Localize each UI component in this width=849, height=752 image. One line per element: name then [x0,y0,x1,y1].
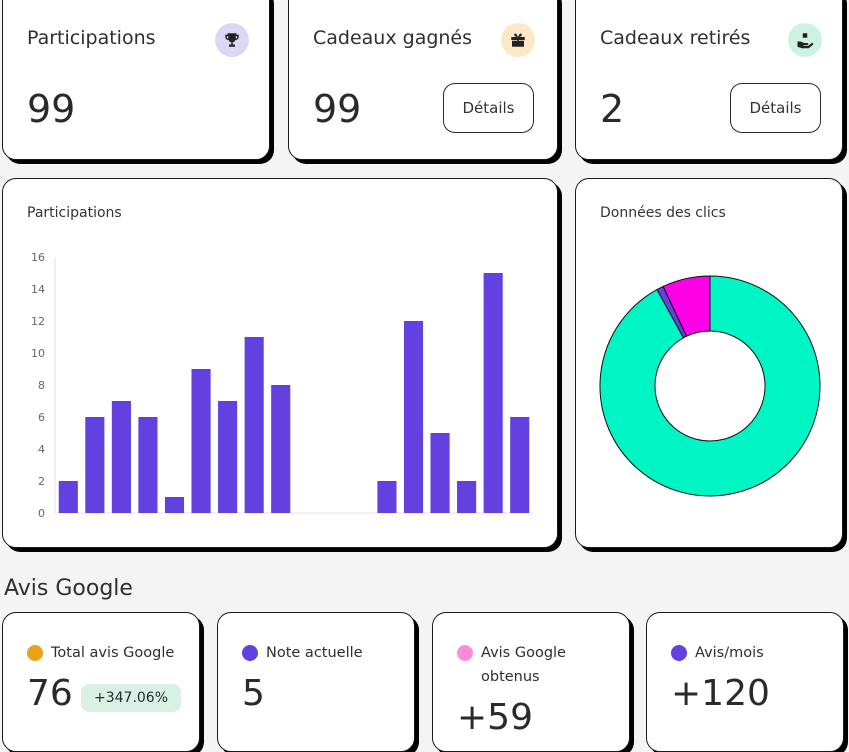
stat-value: 99 [313,87,362,131]
bar[interactable] [457,481,477,513]
y-tick-label: 6 [38,411,45,424]
bar[interactable] [191,369,211,513]
bar[interactable] [483,273,503,513]
card-header: Note actuelle [242,641,412,665]
bar[interactable] [218,401,238,513]
trophy-icon [215,23,249,57]
chart-title: Participations [27,205,122,221]
google-card-rating: Note actuelle 5 [217,612,415,752]
participations-chart-card: Participations 0 2 4 6 8 10 12 14 16 [2,178,558,548]
bar[interactable] [271,385,291,513]
stat-value: 2 [600,87,625,131]
google-card-total: Total avis Google 76 +347.06% [2,612,200,752]
card-label: Note actuelle [266,645,363,661]
y-tick-label: 8 [38,379,45,392]
google-card-obtained: Avis Google obtenus +59 [432,612,630,752]
bar[interactable] [377,481,397,513]
card-value: +120 [671,673,770,714]
card-header: Total avis Google [27,641,197,665]
y-tick-label: 10 [31,347,45,360]
growth-badge: +347.06% [81,684,182,712]
bar[interactable] [510,417,530,513]
stat-title: Cadeaux retirés [600,27,751,49]
card-header: Avis/mois [671,641,841,665]
card-value: 76 [27,673,73,714]
bar[interactable] [430,433,450,513]
stat-title: Participations [27,27,156,49]
card-value: +59 [457,697,533,738]
gift-icon [501,23,535,57]
card-value: 5 [242,673,265,714]
stat-card-participations: Participations 99 [2,0,270,160]
y-tick-label: 4 [38,443,45,456]
stat-value: 99 [27,87,76,131]
click-data-donut-chart [599,275,821,497]
bar[interactable] [58,481,78,513]
card-label: Avis/mois [695,645,764,661]
legend-dot [457,645,473,661]
google-card-monthly: Avis/mois +120 [646,612,844,752]
details-button[interactable]: Détails [443,83,534,133]
hand-gift-icon [788,23,822,57]
donut-slice[interactable] [599,275,821,497]
donut-slice[interactable] [662,275,711,337]
card-label: Total avis Google [51,645,175,661]
y-tick-label: 16 [31,251,45,264]
participations-bar-chart: 0 2 4 6 8 10 12 14 16 [31,251,533,520]
bar[interactable] [403,321,424,513]
click-data-card: Données des clics [575,178,843,548]
section-title: Avis Google [4,576,133,601]
bar[interactable] [85,417,105,513]
card-header: Avis Google obtenus [457,641,607,689]
bar[interactable] [244,337,264,513]
y-tick-label: 14 [31,283,45,296]
details-button[interactable]: Détails [730,83,821,133]
legend-dot [242,645,258,661]
card-label: Avis Google obtenus [481,645,566,685]
legend-dot [27,645,43,661]
legend-dot [671,645,687,661]
y-tick-label: 12 [31,315,45,328]
stat-card-gifts-withdrawn: Cadeaux retirés 2 Détails [575,0,843,160]
chart-title: Données des clics [600,205,726,221]
bar[interactable] [138,417,158,513]
y-tick-label: 0 [38,507,45,520]
bar[interactable] [111,401,131,513]
stat-title: Cadeaux gagnés [313,27,473,49]
y-tick-label: 2 [38,475,45,488]
stat-card-gifts-won: Cadeaux gagnés 99 Détails [288,0,558,160]
bar[interactable] [164,497,185,513]
